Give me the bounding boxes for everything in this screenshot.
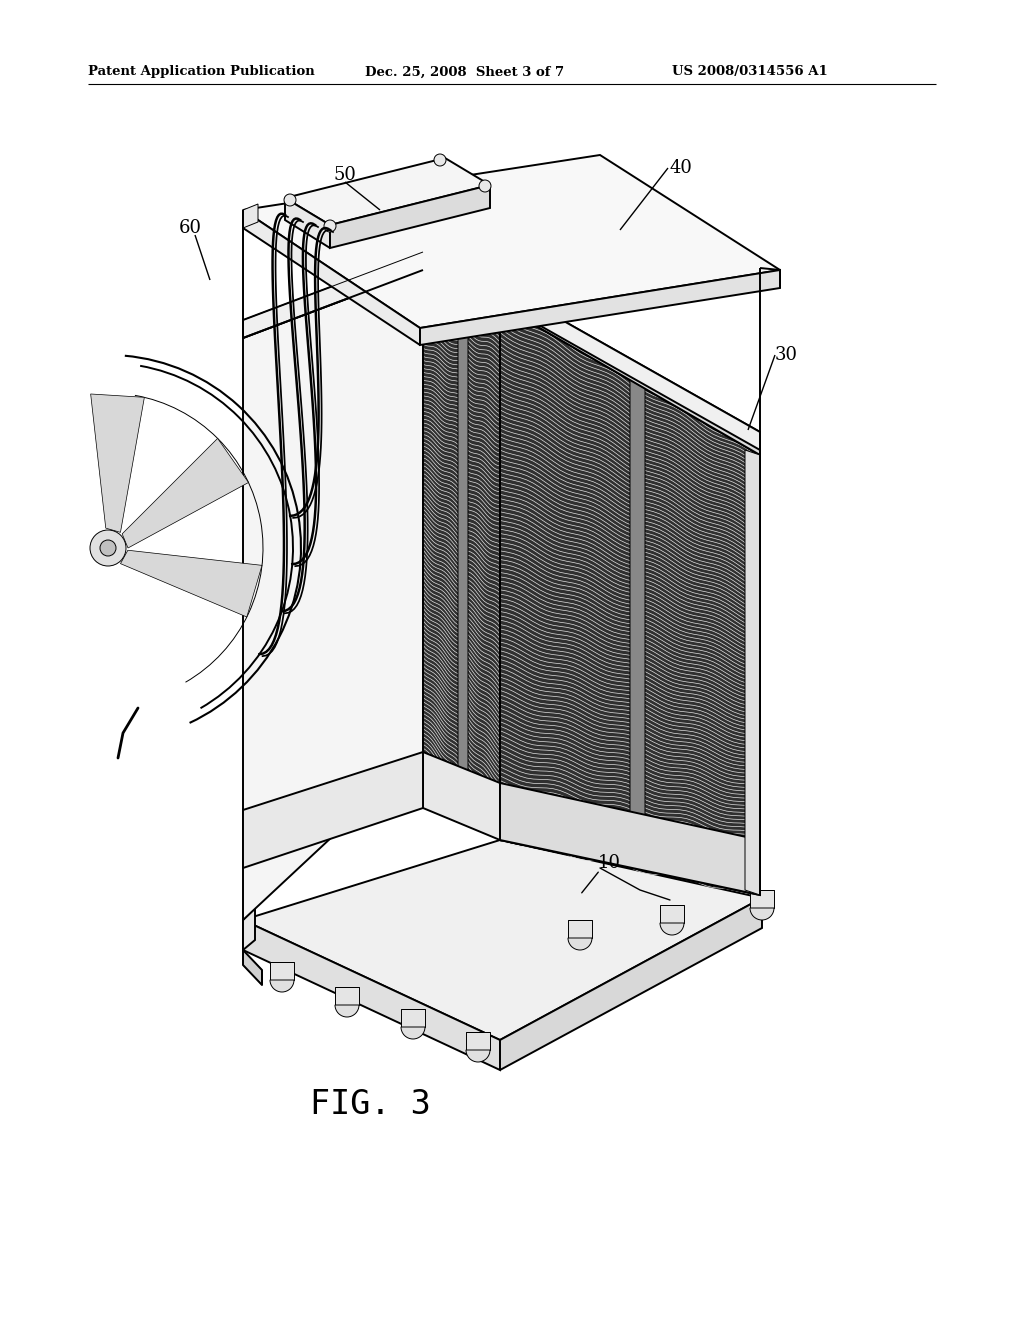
Circle shape bbox=[434, 154, 446, 166]
Polygon shape bbox=[121, 550, 262, 616]
Polygon shape bbox=[285, 198, 330, 248]
Polygon shape bbox=[335, 987, 359, 1005]
Text: 30: 30 bbox=[775, 346, 798, 364]
Wedge shape bbox=[335, 1005, 359, 1016]
Polygon shape bbox=[750, 890, 774, 908]
Polygon shape bbox=[401, 1008, 425, 1027]
Text: Dec. 25, 2008  Sheet 3 of 7: Dec. 25, 2008 Sheet 3 of 7 bbox=[365, 66, 564, 78]
Polygon shape bbox=[500, 305, 760, 895]
Wedge shape bbox=[466, 1049, 490, 1063]
Text: 60: 60 bbox=[178, 219, 202, 238]
Polygon shape bbox=[243, 205, 258, 228]
Polygon shape bbox=[420, 271, 780, 345]
Polygon shape bbox=[660, 906, 684, 923]
Polygon shape bbox=[91, 393, 144, 532]
Polygon shape bbox=[458, 286, 468, 804]
Polygon shape bbox=[270, 962, 294, 979]
Polygon shape bbox=[122, 438, 249, 548]
Polygon shape bbox=[243, 752, 423, 869]
Polygon shape bbox=[243, 908, 255, 950]
Polygon shape bbox=[500, 285, 760, 455]
Polygon shape bbox=[243, 210, 420, 345]
Polygon shape bbox=[500, 783, 760, 895]
Text: 10: 10 bbox=[598, 854, 621, 873]
Wedge shape bbox=[568, 939, 592, 950]
Polygon shape bbox=[243, 920, 500, 1071]
Circle shape bbox=[324, 220, 336, 232]
Wedge shape bbox=[270, 979, 294, 993]
Polygon shape bbox=[243, 271, 423, 920]
Polygon shape bbox=[243, 950, 262, 985]
Polygon shape bbox=[423, 271, 500, 840]
Polygon shape bbox=[423, 252, 500, 305]
Polygon shape bbox=[330, 185, 490, 248]
Circle shape bbox=[479, 180, 490, 191]
Text: FIG. 3: FIG. 3 bbox=[309, 1089, 430, 1122]
Polygon shape bbox=[568, 920, 592, 939]
Circle shape bbox=[100, 540, 116, 556]
Polygon shape bbox=[243, 154, 780, 327]
Text: 40: 40 bbox=[670, 158, 693, 177]
Polygon shape bbox=[466, 1032, 490, 1049]
Polygon shape bbox=[285, 158, 490, 224]
Wedge shape bbox=[660, 923, 684, 935]
Polygon shape bbox=[423, 752, 500, 840]
Circle shape bbox=[90, 531, 126, 566]
Text: US 2008/0314556 A1: US 2008/0314556 A1 bbox=[672, 66, 827, 78]
Text: 50: 50 bbox=[334, 166, 356, 183]
Wedge shape bbox=[750, 908, 774, 920]
Polygon shape bbox=[500, 898, 762, 1071]
Circle shape bbox=[284, 194, 296, 206]
Polygon shape bbox=[745, 450, 760, 895]
Wedge shape bbox=[401, 1027, 425, 1039]
Text: Patent Application Publication: Patent Application Publication bbox=[88, 66, 314, 78]
Polygon shape bbox=[630, 380, 645, 871]
Polygon shape bbox=[243, 840, 762, 1040]
Polygon shape bbox=[243, 252, 760, 450]
